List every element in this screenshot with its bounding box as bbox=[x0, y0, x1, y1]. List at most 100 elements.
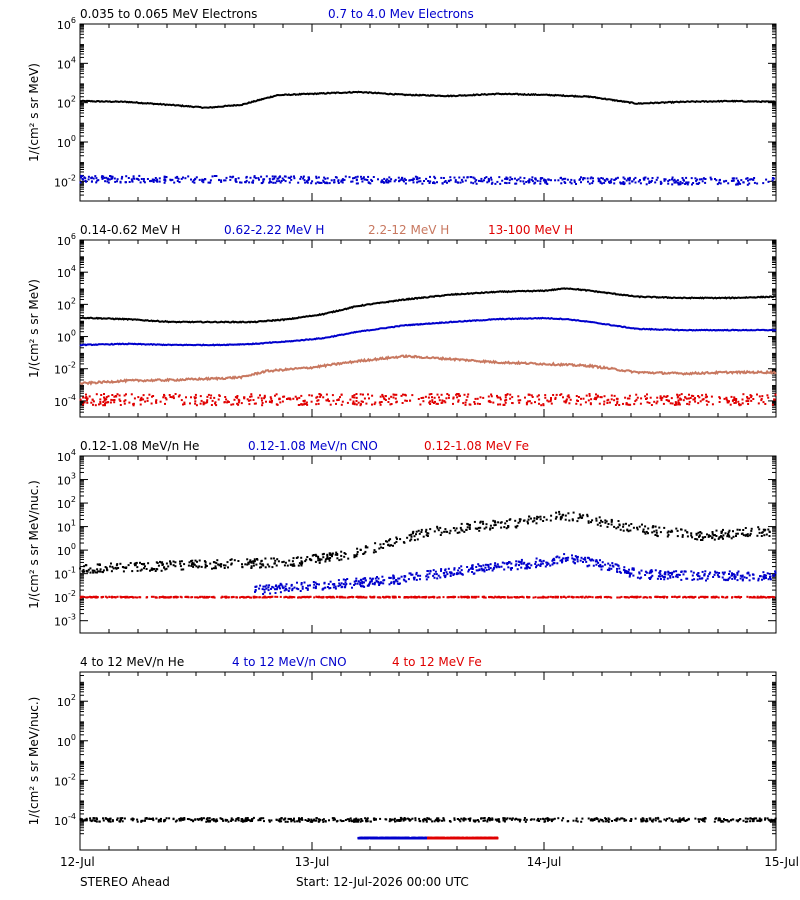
series-1 bbox=[79, 510, 771, 574]
data-point bbox=[678, 574, 681, 576]
data-point bbox=[316, 399, 319, 402]
data-point bbox=[536, 179, 539, 182]
data-point bbox=[625, 179, 628, 182]
data-point bbox=[458, 394, 461, 397]
data-point bbox=[436, 181, 438, 184]
data-point bbox=[762, 571, 765, 574]
data-point bbox=[344, 175, 347, 178]
data-point bbox=[123, 566, 126, 569]
data-point bbox=[453, 567, 456, 570]
data-point bbox=[130, 178, 133, 181]
data-point bbox=[381, 575, 384, 578]
data-point bbox=[457, 400, 460, 403]
data-point bbox=[553, 817, 556, 820]
data-point bbox=[746, 817, 749, 820]
data-point bbox=[151, 817, 154, 820]
data-point bbox=[486, 181, 489, 184]
data-point bbox=[587, 595, 590, 598]
data-point bbox=[165, 176, 168, 179]
data-point bbox=[713, 538, 716, 541]
data-point bbox=[439, 576, 442, 579]
data-point bbox=[362, 553, 365, 555]
data-point bbox=[682, 573, 685, 576]
data-point bbox=[579, 403, 582, 406]
data-point bbox=[510, 562, 513, 565]
data-point bbox=[701, 577, 704, 580]
data-point bbox=[646, 596, 649, 599]
data-point bbox=[412, 532, 414, 535]
data-point bbox=[599, 396, 602, 399]
data-point bbox=[477, 820, 480, 823]
data-point bbox=[685, 577, 688, 580]
data-point bbox=[123, 817, 126, 820]
data-point bbox=[252, 562, 255, 565]
data-point bbox=[394, 820, 396, 823]
data-point bbox=[522, 519, 525, 522]
data-point bbox=[190, 178, 192, 181]
data-point bbox=[108, 595, 111, 598]
data-point bbox=[97, 179, 100, 182]
data-point bbox=[537, 819, 540, 822]
data-point bbox=[422, 396, 425, 399]
data-point bbox=[142, 394, 145, 397]
data-point bbox=[320, 558, 323, 561]
data-point bbox=[582, 561, 584, 563]
data-point bbox=[447, 596, 450, 599]
data-point bbox=[656, 577, 659, 580]
data-point bbox=[768, 596, 771, 599]
data-point bbox=[261, 182, 264, 184]
data-point bbox=[603, 395, 606, 398]
data-point bbox=[351, 586, 353, 589]
series-2 bbox=[357, 836, 429, 840]
data-point bbox=[268, 819, 271, 822]
data-point bbox=[333, 179, 336, 181]
data-point bbox=[104, 180, 107, 183]
data-point bbox=[306, 595, 309, 598]
data-point bbox=[164, 568, 167, 571]
data-point bbox=[577, 517, 580, 520]
data-point bbox=[738, 403, 740, 406]
data-point bbox=[349, 582, 352, 585]
data-point bbox=[616, 176, 619, 179]
data-point bbox=[613, 399, 616, 402]
data-point bbox=[282, 818, 285, 821]
data-point bbox=[242, 596, 245, 599]
data-point bbox=[324, 820, 327, 822]
data-point bbox=[624, 596, 627, 599]
data-point bbox=[634, 400, 637, 403]
data-point bbox=[555, 511, 558, 514]
data-point bbox=[472, 572, 475, 575]
data-point bbox=[244, 563, 247, 566]
data-point bbox=[350, 180, 353, 183]
data-point bbox=[308, 595, 311, 598]
data-point bbox=[172, 817, 175, 820]
data-point bbox=[440, 569, 442, 572]
data-point bbox=[534, 401, 536, 404]
data-point bbox=[604, 519, 607, 522]
data-point bbox=[748, 182, 751, 185]
data-point bbox=[739, 574, 742, 577]
data-point bbox=[727, 182, 730, 185]
data-point bbox=[334, 176, 337, 179]
data-point bbox=[258, 178, 260, 181]
data-point bbox=[496, 563, 499, 566]
data-point bbox=[444, 574, 446, 577]
data-point bbox=[385, 181, 388, 184]
data-point bbox=[412, 596, 415, 599]
data-point bbox=[466, 526, 469, 529]
data-point bbox=[324, 586, 327, 589]
data-point bbox=[453, 572, 456, 575]
data-point bbox=[353, 554, 356, 557]
data-point bbox=[227, 566, 229, 569]
data-point bbox=[644, 574, 647, 576]
data-point bbox=[494, 182, 497, 185]
data-point bbox=[393, 582, 396, 585]
data-point bbox=[656, 595, 659, 598]
data-point bbox=[444, 528, 447, 531]
data-point bbox=[592, 180, 595, 183]
data-point bbox=[366, 820, 369, 823]
data-point bbox=[306, 556, 309, 558]
data-point bbox=[328, 587, 331, 590]
data-point bbox=[162, 596, 165, 599]
data-point bbox=[270, 181, 273, 184]
